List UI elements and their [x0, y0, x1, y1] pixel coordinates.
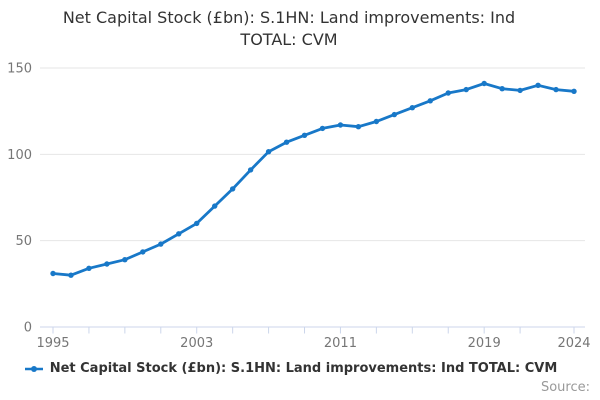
legend: Net Capital Stock (£bn): S.1HN: Land imp…: [0, 361, 600, 376]
data-point: [391, 111, 398, 118]
chart-title-line2: TOTAL: CVM: [240, 30, 338, 49]
legend-label: Net Capital Stock (£bn): S.1HN: Land imp…: [49, 361, 558, 376]
data-point: [194, 220, 200, 227]
y-tick-label: 50: [15, 234, 32, 249]
x-tick-label: 1995: [36, 336, 69, 351]
y-tick-label: 150: [7, 62, 32, 77]
data-point: [463, 86, 469, 93]
data-point: [427, 98, 433, 104]
data-point: [517, 87, 523, 94]
legend-item[interactable]: Net Capital Stock (£bn): S.1HN: Land imp…: [24, 361, 558, 376]
data-point: [265, 149, 272, 155]
x-tick-label: 2024: [557, 336, 590, 351]
line-chart: 1995 2003 2011 2019 2024 0 50 100 150: [7, 62, 590, 352]
chart-title: Net Capital Stock (£bn): S.1HN: Land imp…: [0, 7, 600, 51]
y-tick-label: 100: [7, 148, 32, 163]
data-point: [409, 105, 416, 111]
data-point: [301, 132, 308, 138]
x-tick-label: 2011: [324, 336, 357, 351]
data-point: [355, 124, 362, 130]
data-point: [499, 86, 505, 92]
legend-series-marker-icon: [24, 365, 43, 372]
data-point: [445, 90, 451, 96]
data-point: [229, 186, 236, 192]
data-point: [122, 257, 128, 263]
data-point: [283, 139, 290, 145]
data-point: [571, 88, 577, 94]
data-point: [104, 261, 110, 267]
series-line: [51, 82, 576, 277]
data-point: [140, 249, 146, 255]
y-tick-label: 0: [24, 321, 32, 336]
x-tick-label: 2019: [468, 336, 501, 351]
data-point: [86, 265, 92, 271]
data-point: [68, 272, 74, 278]
data-point: [553, 86, 559, 93]
data-point: [50, 270, 56, 277]
data-point: [247, 167, 254, 173]
data-point: [535, 82, 541, 88]
source-label: Source:: [540, 380, 590, 395]
data-point: [176, 231, 182, 237]
chart-title-line1: Net Capital Stock (£bn): S.1HN: Land imp…: [62, 8, 516, 27]
x-tick-label: 2003: [180, 336, 213, 351]
data-point: [481, 80, 487, 87]
data-point: [158, 241, 164, 247]
data-point: [211, 203, 218, 209]
data-point: [373, 118, 380, 125]
data-point: [337, 122, 344, 128]
data-point: [319, 125, 326, 132]
